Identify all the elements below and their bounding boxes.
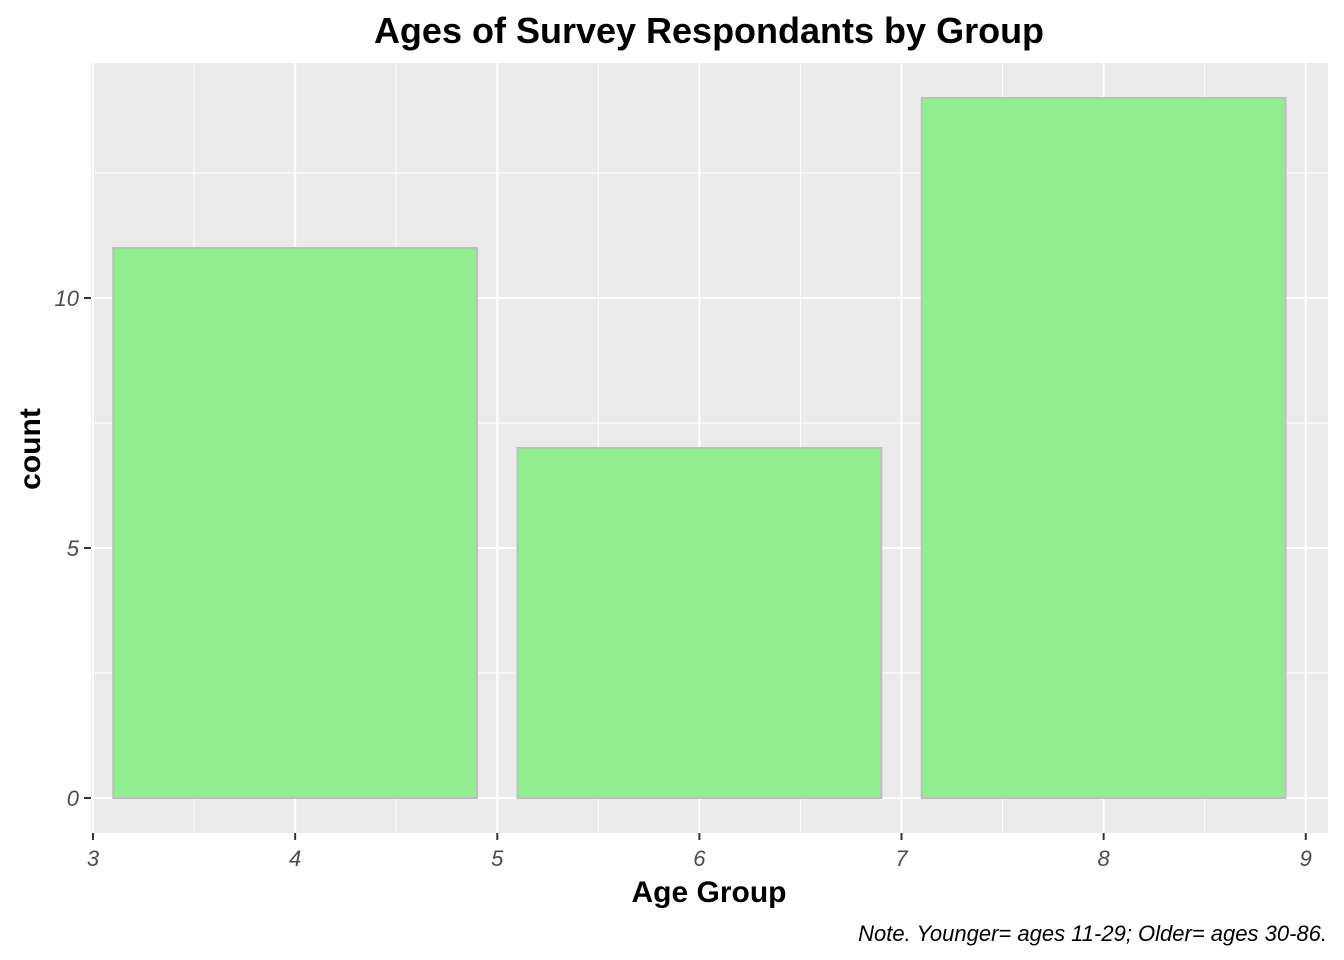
x-tick-label: 5 xyxy=(491,846,504,871)
x-tick-label: 3 xyxy=(87,846,100,871)
x-tick-label: 4 xyxy=(289,846,301,871)
chart-title: Ages of Survey Respondants by Group xyxy=(374,10,1044,51)
x-tick-label: 8 xyxy=(1098,846,1111,871)
y-tick-label: 10 xyxy=(55,286,80,311)
y-tick-label: 5 xyxy=(67,536,80,561)
x-tick-label: 7 xyxy=(895,846,908,871)
bar xyxy=(516,447,883,799)
chart-caption: Note. Younger= ages 11-29; Older= ages 3… xyxy=(858,921,1327,946)
y-tick-label: 0 xyxy=(67,786,80,811)
bar xyxy=(112,247,479,799)
y-axis-title: count xyxy=(14,408,47,490)
tick-labels: 3 4 5 6 7 8 9 0 5 10 xyxy=(55,286,1312,871)
bar xyxy=(920,97,1287,799)
bars xyxy=(112,97,1287,799)
x-axis-title: Age Group xyxy=(632,876,787,909)
x-tick-label: 6 xyxy=(693,846,706,871)
axis-ticks xyxy=(84,297,1307,840)
x-tick-label: 9 xyxy=(1300,846,1312,871)
